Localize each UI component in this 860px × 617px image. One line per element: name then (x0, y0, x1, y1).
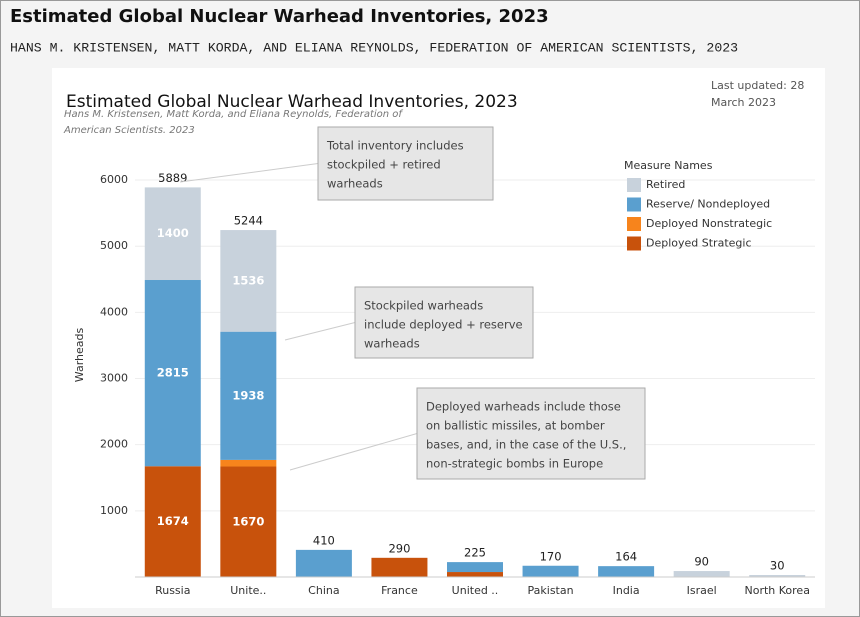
x-tick-label: China (308, 584, 339, 597)
segment-label: 1674 (157, 514, 189, 528)
y-tick-label: 1000 (100, 504, 128, 517)
y-tick-label: 4000 (100, 305, 128, 318)
bar-segment (220, 459, 277, 467)
bar-segment (144, 187, 201, 281)
x-tick-label: France (381, 584, 418, 597)
legend-label: Reserve/ Nondeployed (646, 198, 770, 211)
total-label: 170 (540, 549, 562, 563)
annotation-box (416, 387, 646, 480)
bar-segment (144, 466, 201, 577)
x-tick-label: United .. (452, 584, 499, 597)
bar-segment (447, 562, 503, 573)
legend-label: Retired (646, 178, 685, 191)
legend-label: Deployed Strategic (646, 237, 752, 250)
total-label: 225 (464, 546, 486, 560)
segment-label: 1400 (157, 226, 189, 240)
total-label: 90 (694, 555, 709, 569)
bar-segment (673, 571, 730, 577)
bar-segment (371, 557, 428, 577)
segment-label: 2815 (157, 366, 189, 380)
legend-label: Deployed Nonstrategic (646, 217, 772, 230)
annotation-leader (289, 433, 418, 471)
x-tick-label: Unite.. (230, 584, 266, 597)
x-tick-label: Russia (155, 584, 190, 597)
annotation-leader (179, 163, 319, 183)
bar-segment (598, 566, 655, 577)
bar-segment (144, 280, 201, 467)
segment-label: 1670 (232, 514, 264, 528)
annotation-text: bases, and, in the case of the U.S., (426, 438, 626, 452)
bar-segment (447, 572, 503, 577)
y-tick-label: 6000 (100, 173, 128, 186)
y-axis-label: Warheads (73, 328, 86, 383)
annotation-text: Deployed warheads include those (426, 400, 621, 414)
annotation-box (354, 286, 534, 359)
chart-subtitle: Hans M. Kristensen, Matt Korda, and Elia… (64, 109, 403, 120)
updated-note: March 2023 (711, 96, 776, 109)
y-tick-label: 3000 (100, 372, 128, 385)
bar-segment (522, 565, 579, 577)
y-tick-label: 5000 (100, 239, 128, 252)
annotation-text: non-strategic bombs in Europe (426, 457, 603, 471)
x-tick-label: Israel (687, 584, 717, 597)
chart-subtitle: American Scientists. 2023 (63, 125, 195, 136)
chart-title: Estimated Global Nuclear Warhead Invento… (66, 92, 518, 112)
annotation-leader (284, 322, 356, 341)
bar-segment (220, 230, 277, 332)
annotation-text: stockpiled + retired (327, 158, 441, 172)
bar-segment (749, 575, 806, 577)
updated-note: Last updated: 28 (711, 79, 804, 92)
bar-segment (220, 331, 277, 460)
legend-swatch (627, 236, 641, 251)
annotation-text: on ballistic missiles, at bomber (426, 419, 605, 433)
bar-segment (295, 549, 352, 577)
annotation-text: Stockpiled warheads (364, 299, 483, 313)
segment-label: 1536 (232, 273, 264, 287)
legend-swatch (627, 178, 641, 192)
annotation-text: warheads (364, 337, 420, 351)
total-label: 5244 (234, 214, 263, 228)
total-label: 164 (615, 550, 637, 564)
x-tick-label: Pakistan (528, 584, 574, 597)
annotation-text: Total inventory includes (326, 139, 464, 153)
total-label: 290 (388, 541, 410, 555)
page-subtitle: HANS M. KRISTENSEN, MATT KORDA, AND ELIA… (10, 40, 738, 55)
annotation-box (317, 126, 494, 201)
annotation-text: include deployed + reserve (364, 318, 523, 332)
segment-label: 1938 (232, 388, 264, 402)
legend-swatch (627, 197, 641, 212)
legend-title: Measure Names (624, 159, 713, 172)
legend-swatch (627, 217, 641, 231)
total-label: 30 (770, 559, 785, 573)
bar-segment (220, 466, 277, 577)
x-tick-label: North Korea (744, 584, 809, 597)
total-label: 410 (313, 533, 335, 547)
page-title: Estimated Global Nuclear Warhead Invento… (10, 6, 549, 27)
x-tick-label: India (613, 584, 640, 597)
total-label: 5889 (158, 171, 187, 185)
y-tick-label: 2000 (100, 438, 128, 451)
annotation-text: warheads (327, 177, 383, 191)
